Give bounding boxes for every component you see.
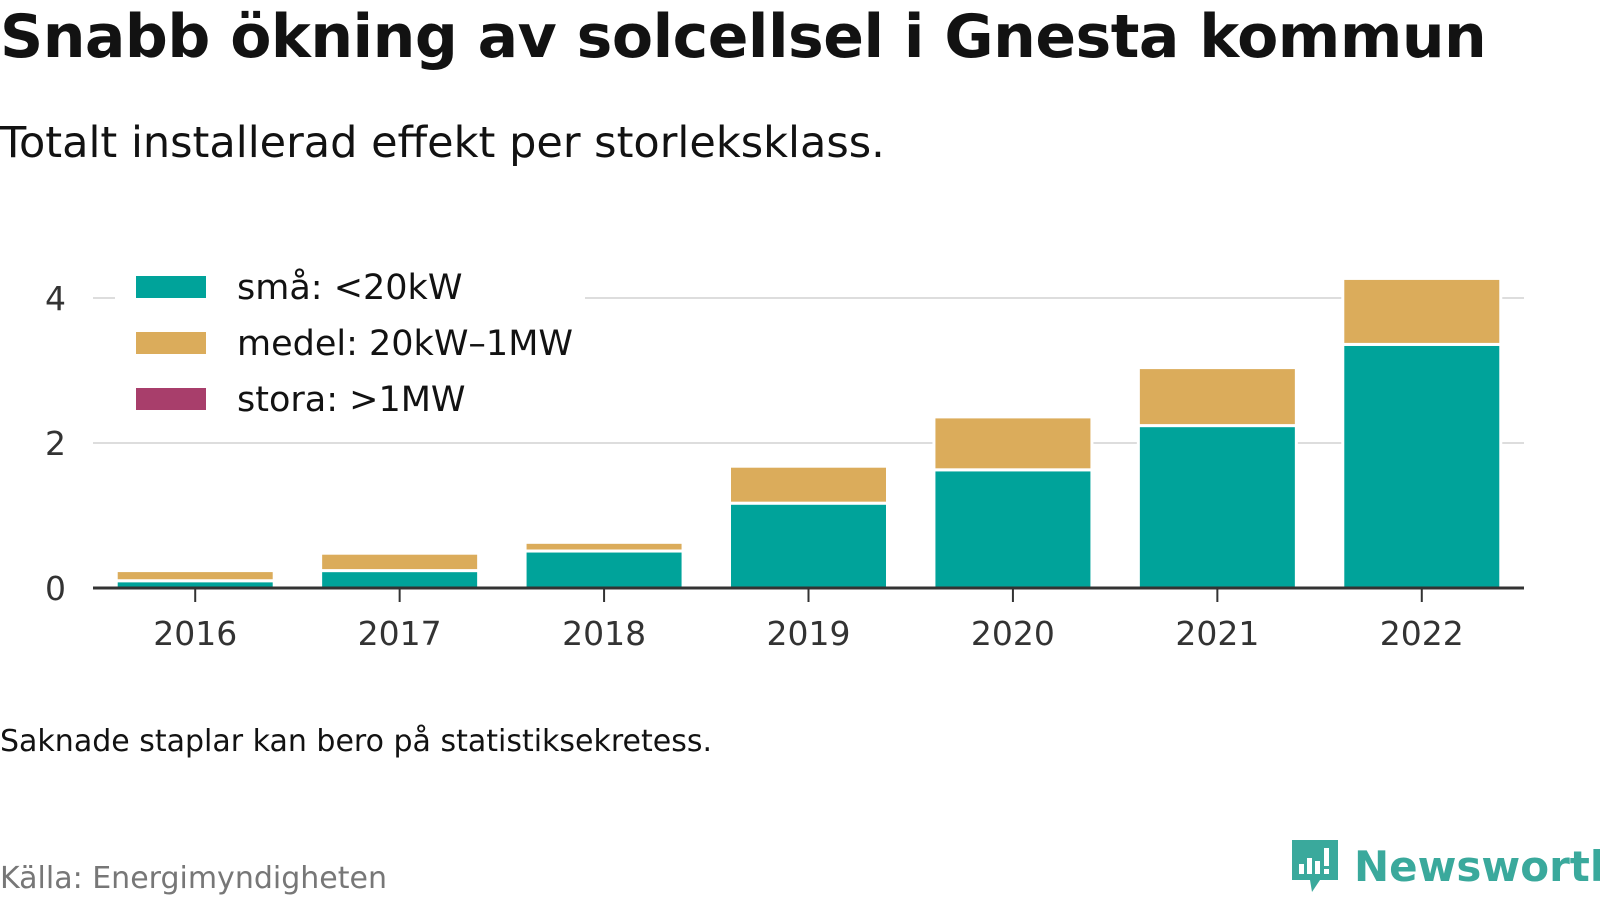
x-tick-label: 2022 (1380, 614, 1464, 653)
bar-segment (1136, 366, 1298, 428)
y-tick-label: 4 (45, 279, 66, 318)
chart-subtitle: Totalt installerad effekt per storlekskl… (0, 118, 885, 168)
x-tick-label: 2021 (1175, 614, 1259, 653)
bar-chart-speech-bubble-icon (1292, 840, 1338, 892)
x-tick-label: 2020 (971, 614, 1055, 653)
source-text: Källa: Energimyndigheten (0, 861, 387, 896)
bar-segment (1136, 424, 1298, 590)
bar-segment (728, 464, 889, 505)
bar-segment (932, 415, 1094, 472)
bar-segment (523, 549, 685, 590)
bar-chart: 0 2 4 2016 2017 2018 2019 2020 2021 2022 små: <20k… (45, 267, 1524, 653)
bar-segment (728, 501, 889, 590)
bar-segment (319, 551, 481, 573)
bar-segment (523, 540, 685, 553)
chart-title: Snabb ökning av solcellsel i Gnesta komm… (0, 2, 1487, 72)
bar-segment (114, 569, 276, 583)
x-tick-label: 2018 (562, 614, 646, 653)
bar-segment (1341, 342, 1503, 590)
y-tick-label: 0 (45, 569, 66, 608)
legend-swatch (136, 332, 206, 354)
x-tick-label: 2019 (767, 614, 851, 653)
legend-label: små: <20kW (237, 267, 462, 308)
x-tick-label: 2016 (153, 614, 237, 653)
bar-segment (1341, 276, 1503, 346)
chart-note: Saknade staplar kan bero på statistiksek… (0, 724, 713, 759)
legend-label: stora: >1MW (237, 380, 466, 420)
legend-label: medel: 20kW–1MW (237, 324, 573, 364)
bar-segment (319, 569, 481, 590)
y-tick-label: 2 (45, 424, 66, 463)
legend-swatch (136, 388, 206, 410)
legend-swatch (136, 276, 206, 298)
bar-segment (932, 468, 1094, 590)
x-tick-label: 2017 (358, 614, 442, 653)
brand-name: Newsworthy (1354, 841, 1600, 891)
brand-logo: Newsworthy (1290, 838, 1600, 894)
